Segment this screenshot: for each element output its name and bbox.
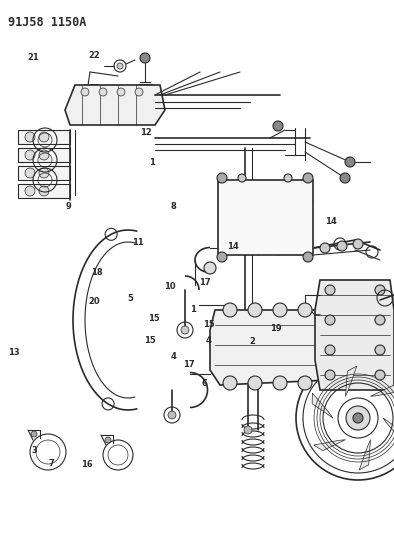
Text: 22: 22	[89, 52, 100, 60]
Circle shape	[217, 252, 227, 262]
Circle shape	[346, 406, 370, 430]
Circle shape	[325, 285, 335, 295]
Text: 19: 19	[270, 325, 282, 333]
Circle shape	[99, 88, 107, 96]
Circle shape	[168, 411, 176, 419]
Bar	[84, 84, 98, 94]
Circle shape	[296, 356, 394, 480]
Circle shape	[345, 157, 355, 167]
Circle shape	[25, 186, 35, 196]
Bar	[18, 184, 70, 198]
Text: 4: 4	[206, 336, 212, 344]
Polygon shape	[314, 440, 346, 450]
Circle shape	[298, 303, 312, 317]
Bar	[18, 130, 70, 144]
Polygon shape	[210, 310, 330, 385]
Circle shape	[340, 173, 350, 183]
Text: 3: 3	[32, 446, 37, 455]
Bar	[18, 166, 70, 180]
Text: 17: 17	[183, 360, 195, 368]
Bar	[18, 148, 70, 162]
Circle shape	[325, 315, 335, 325]
Circle shape	[337, 241, 347, 251]
Polygon shape	[65, 85, 165, 125]
Text: 18: 18	[91, 269, 102, 277]
Text: 7: 7	[48, 459, 54, 468]
Circle shape	[135, 88, 143, 96]
Circle shape	[217, 173, 227, 183]
Circle shape	[25, 132, 35, 142]
Text: 15: 15	[203, 320, 215, 328]
Polygon shape	[315, 280, 394, 390]
Circle shape	[39, 150, 49, 160]
Circle shape	[117, 88, 125, 96]
Circle shape	[284, 174, 292, 182]
Circle shape	[117, 63, 123, 69]
Circle shape	[39, 132, 49, 142]
Circle shape	[81, 88, 89, 96]
Text: 12: 12	[140, 128, 152, 136]
Circle shape	[375, 370, 385, 380]
Text: 15: 15	[148, 314, 160, 323]
Circle shape	[273, 121, 283, 131]
Circle shape	[375, 345, 385, 355]
Text: 14: 14	[325, 217, 337, 225]
Circle shape	[31, 431, 37, 437]
Bar	[218, 180, 313, 255]
Text: 13: 13	[8, 349, 20, 357]
Circle shape	[248, 376, 262, 390]
Text: 11: 11	[132, 238, 144, 247]
Polygon shape	[383, 418, 394, 443]
Circle shape	[39, 186, 49, 196]
Polygon shape	[370, 385, 394, 397]
Text: 4: 4	[171, 352, 176, 360]
Text: 8: 8	[171, 203, 176, 211]
Polygon shape	[359, 440, 370, 470]
Circle shape	[325, 345, 335, 355]
Circle shape	[181, 326, 189, 334]
Circle shape	[320, 243, 330, 253]
Circle shape	[248, 303, 262, 317]
Circle shape	[244, 426, 252, 434]
Circle shape	[298, 376, 312, 390]
Text: 6: 6	[202, 379, 208, 388]
Circle shape	[223, 376, 237, 390]
Circle shape	[204, 262, 216, 274]
Text: 16: 16	[81, 461, 93, 469]
Text: 1: 1	[190, 305, 196, 313]
Circle shape	[353, 239, 363, 249]
Text: 10: 10	[164, 282, 175, 291]
Circle shape	[325, 370, 335, 380]
Circle shape	[273, 303, 287, 317]
Text: 2: 2	[249, 337, 255, 345]
Text: 20: 20	[89, 297, 100, 305]
Text: 9: 9	[66, 203, 72, 211]
Circle shape	[353, 413, 363, 423]
Text: 91J58 1150A: 91J58 1150A	[8, 16, 86, 29]
Circle shape	[338, 398, 378, 438]
Circle shape	[303, 173, 313, 183]
Circle shape	[140, 53, 150, 63]
Circle shape	[303, 363, 394, 473]
Text: 15: 15	[144, 336, 156, 344]
Text: 1: 1	[149, 158, 154, 167]
Circle shape	[39, 168, 49, 178]
Circle shape	[223, 303, 237, 317]
Circle shape	[375, 285, 385, 295]
Polygon shape	[312, 393, 333, 418]
Circle shape	[25, 168, 35, 178]
Circle shape	[105, 437, 111, 443]
Text: 17: 17	[199, 278, 211, 287]
Circle shape	[238, 174, 246, 182]
Text: 14: 14	[227, 242, 238, 251]
Circle shape	[273, 376, 287, 390]
Polygon shape	[346, 366, 357, 397]
Circle shape	[25, 150, 35, 160]
Text: 5: 5	[127, 294, 133, 303]
Text: 21: 21	[28, 53, 39, 62]
Circle shape	[375, 315, 385, 325]
Circle shape	[303, 252, 313, 262]
